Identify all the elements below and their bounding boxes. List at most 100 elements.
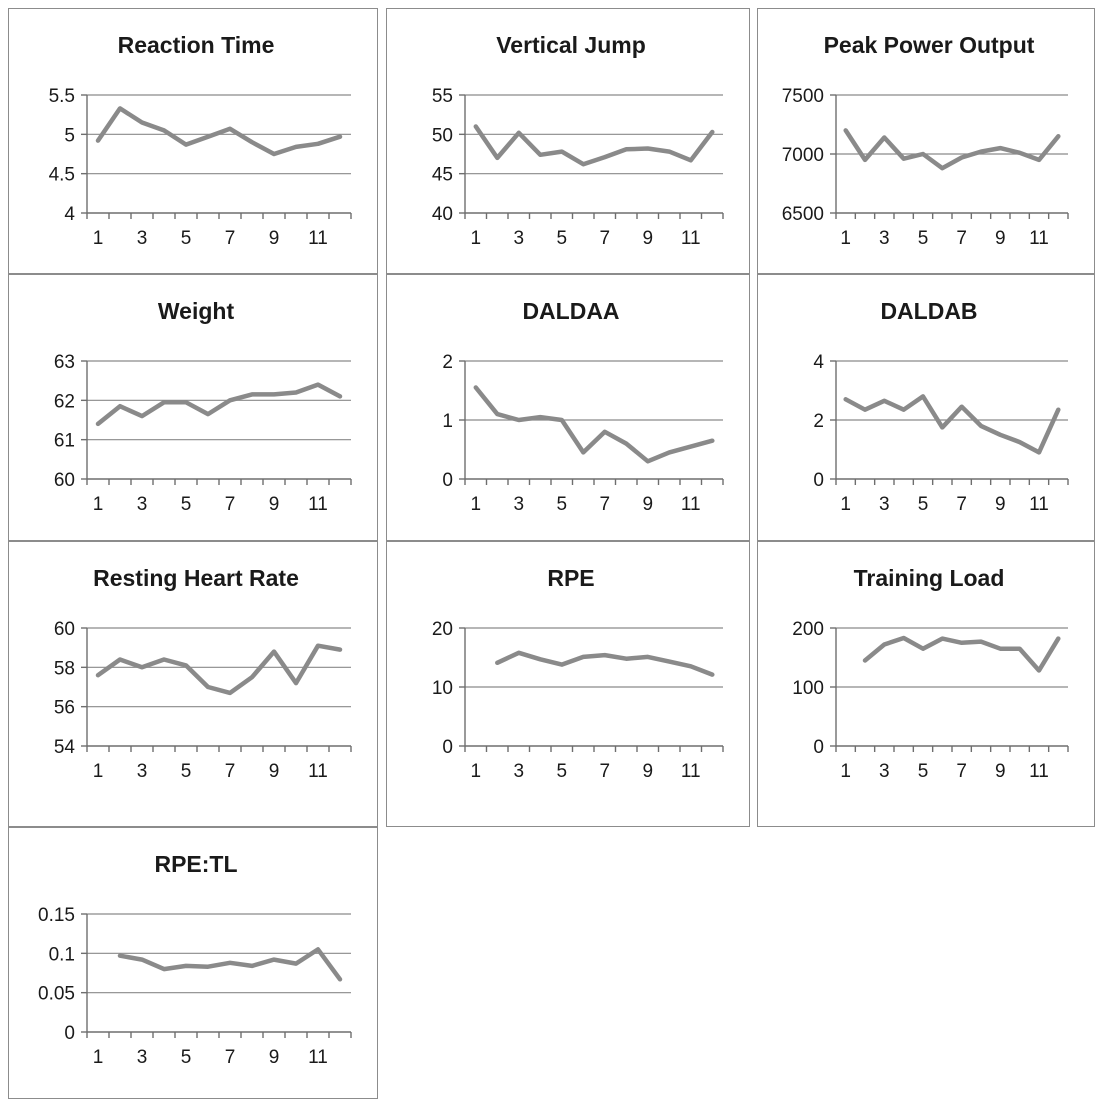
y-tick-label: 5.5 — [49, 86, 75, 107]
chart-title: DALDAA — [522, 298, 619, 324]
y-tick-label: 0 — [442, 737, 453, 758]
x-tick-label: 5 — [918, 228, 929, 249]
y-tick-label: 200 — [792, 619, 824, 640]
x-tick-label: 11 — [1029, 761, 1049, 782]
chart-title: Peak Power Output — [824, 32, 1035, 58]
x-tick-label: 3 — [137, 761, 148, 782]
x-tick-label: 9 — [995, 228, 1006, 249]
x-tick-label: 5 — [918, 494, 929, 515]
x-tick-label: 11 — [308, 1047, 328, 1068]
y-tick-label: 54 — [54, 737, 76, 758]
x-tick-label: 9 — [995, 761, 1006, 782]
x-tick-label: 9 — [269, 761, 280, 782]
chart-title: Reaction Time — [118, 32, 275, 58]
y-tick-label: 0.15 — [38, 905, 75, 926]
x-tick-label: 7 — [225, 228, 236, 249]
series-line — [495, 650, 715, 677]
x-tick-label: 3 — [137, 228, 148, 249]
x-tick-label: 5 — [181, 494, 192, 515]
x-tick-label: 7 — [225, 494, 236, 515]
series-line — [843, 128, 1061, 171]
x-tick-label: 5 — [181, 1047, 192, 1068]
y-tick-label: 0.05 — [38, 984, 75, 1005]
x-tick-label: 9 — [269, 494, 280, 515]
y-tick-label: 40 — [432, 204, 453, 225]
y-tick-label: 0 — [64, 1023, 75, 1044]
x-tick-label: 9 — [642, 494, 653, 515]
x-tick-label: 3 — [137, 494, 148, 515]
chart-svg: Vertical Jump 40 45 50 55 1 3 5 7 9 11 — [432, 32, 724, 249]
chart-svg: Resting Heart Rate 54 56 58 60 1 3 5 7 9 11 — [54, 565, 352, 782]
y-tick-label: 62 — [54, 391, 75, 412]
x-tick-label: 5 — [556, 761, 567, 782]
x-tick-label: 7 — [225, 1047, 236, 1068]
x-tick-label: 1 — [93, 1047, 104, 1068]
y-tick-label: 0 — [813, 737, 824, 758]
x-tick-label: 1 — [470, 228, 481, 249]
y-tick-label: 4 — [813, 352, 824, 373]
y-tick-label: 2 — [813, 411, 824, 432]
y-tick-label: 55 — [432, 86, 453, 107]
x-tick-label: 3 — [879, 494, 890, 515]
x-tick-label: 5 — [181, 761, 192, 782]
chart-panel: Resting Heart Rate 54 56 58 60 1 3 5 7 9 11 — [8, 541, 378, 827]
chart-svg: RPE 0 10 20 1 3 5 7 9 11 — [432, 565, 724, 782]
chart-title: Vertical Jump — [496, 32, 646, 58]
y-tick-label: 45 — [432, 165, 453, 186]
chart-panel: Training Load 0 100 200 1 3 5 7 9 11 — [757, 541, 1095, 827]
chart-panel: RPE:TL 0 0.05 0.1 0.15 1 3 5 7 9 11 — [8, 827, 378, 1099]
x-tick-label: 11 — [308, 228, 328, 249]
x-tick-label: 1 — [840, 228, 851, 249]
y-tick-label: 60 — [54, 619, 75, 640]
chart-panel: DALDAA 0 1 2 1 3 5 7 9 11 — [386, 274, 750, 541]
chart-svg: DALDAB 0 2 4 1 3 5 7 9 11 — [813, 298, 1069, 515]
chart-svg: Weight 60 61 62 63 1 3 5 7 9 11 — [54, 298, 352, 515]
chart-panel: DALDAB 0 2 4 1 3 5 7 9 11 — [757, 274, 1095, 541]
x-tick-label: 9 — [642, 761, 653, 782]
x-tick-label: 3 — [513, 494, 524, 515]
y-tick-label: 50 — [432, 125, 453, 146]
chart-title: Resting Heart Rate — [93, 565, 299, 591]
chart-svg: Peak Power Output 6500 7000 7500 1 3 5 7 9 11 — [782, 32, 1069, 249]
x-tick-label: 9 — [642, 228, 653, 249]
y-tick-label: 4 — [64, 204, 75, 225]
x-tick-label: 7 — [956, 761, 967, 782]
x-tick-label: 11 — [681, 494, 701, 515]
chart-title: Training Load — [854, 565, 1005, 591]
x-tick-label: 11 — [681, 228, 701, 249]
x-tick-label: 1 — [470, 761, 481, 782]
x-tick-label: 5 — [181, 228, 192, 249]
y-tick-label: 7000 — [782, 145, 824, 166]
y-tick-label: 58 — [54, 658, 75, 679]
x-tick-label: 7 — [225, 761, 236, 782]
y-tick-label: 63 — [54, 352, 75, 373]
y-tick-label: 56 — [54, 698, 75, 719]
x-tick-label: 11 — [681, 761, 701, 782]
chart-title: Weight — [158, 298, 235, 324]
series-line — [95, 643, 343, 696]
x-tick-label: 9 — [995, 494, 1006, 515]
y-tick-label: 0.1 — [49, 944, 75, 965]
x-tick-label: 1 — [840, 494, 851, 515]
series-line — [473, 124, 715, 167]
series-line — [95, 382, 343, 427]
series-line — [473, 385, 715, 464]
x-tick-label: 5 — [556, 228, 567, 249]
x-tick-label: 3 — [137, 1047, 148, 1068]
chart-panel: Weight 60 61 62 63 1 3 5 7 9 11 — [8, 274, 378, 541]
chart-title: RPE:TL — [154, 851, 237, 877]
x-tick-label: 1 — [93, 494, 104, 515]
x-tick-label: 7 — [599, 761, 610, 782]
chart-title: DALDAB — [880, 298, 977, 324]
chart-svg: Reaction Time 4 4.5 5 5.5 1 3 5 7 9 11 — [49, 32, 352, 249]
y-tick-label: 60 — [54, 470, 75, 491]
x-tick-label: 7 — [956, 494, 967, 515]
y-tick-label: 1 — [442, 411, 453, 432]
x-tick-label: 7 — [599, 228, 610, 249]
x-tick-label: 1 — [93, 228, 104, 249]
x-tick-label: 3 — [879, 761, 890, 782]
y-tick-label: 4.5 — [49, 165, 75, 186]
chart-panel: RPE 0 10 20 1 3 5 7 9 11 — [386, 541, 750, 827]
x-tick-label: 1 — [93, 761, 104, 782]
